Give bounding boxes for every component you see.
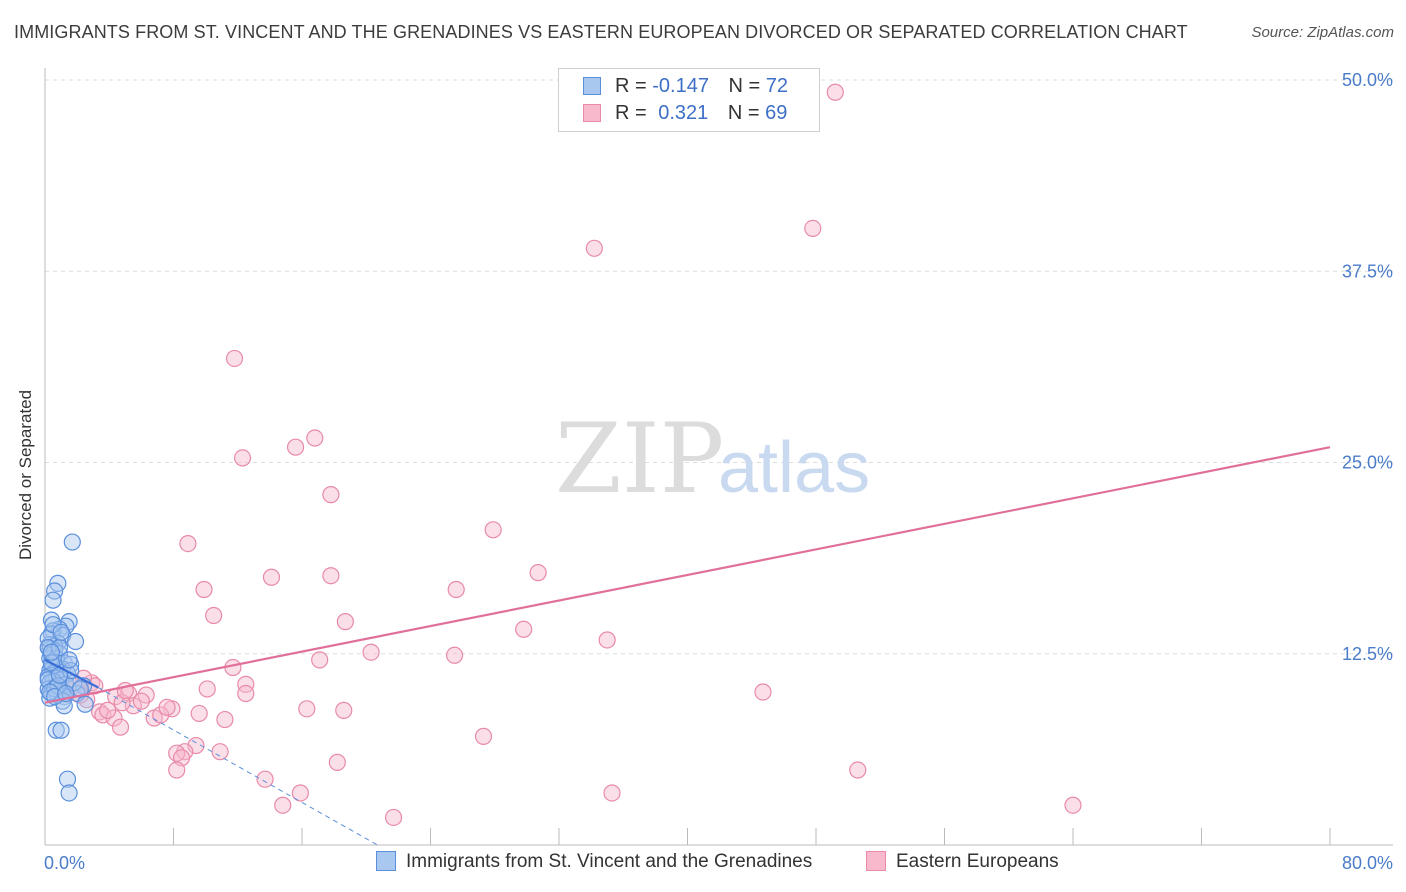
eastern-europeans-point bbox=[445, 646, 464, 664]
eastern-europeans-point bbox=[179, 534, 197, 553]
eastern-europeans-point bbox=[216, 710, 234, 729]
eastern-europeans-point bbox=[515, 620, 533, 638]
y-tick-labels: 12.5% 25.0% 37.5% 50.0% bbox=[1342, 70, 1393, 664]
eastern-europeans-point bbox=[291, 784, 309, 802]
eastern-europeans-point bbox=[529, 564, 547, 582]
y-tick-label: 37.5% bbox=[1342, 261, 1393, 281]
eastern-europeans-point bbox=[94, 706, 112, 724]
eastern-europeans-point bbox=[474, 727, 493, 745]
eastern-europeans-point bbox=[849, 761, 867, 779]
eastern-europeans-point bbox=[826, 83, 844, 101]
st-vincent-point bbox=[52, 623, 70, 641]
x-tick-labels: 0.0% 80.0% bbox=[44, 853, 1393, 873]
pink-legend-swatch bbox=[866, 851, 886, 871]
eastern-europeans-point bbox=[286, 438, 305, 456]
eastern-europeans-point bbox=[274, 796, 292, 814]
legend-n-value: 72 bbox=[765, 75, 789, 97]
source-label: Source: ZipAtlas.com bbox=[1251, 24, 1394, 41]
st-vincent-point bbox=[76, 695, 94, 713]
bottom-legend-blue: Immigrants from St. Vincent and the Gren… bbox=[376, 851, 812, 873]
eastern-europeans-point bbox=[233, 449, 252, 467]
legend-n-label: N = bbox=[728, 75, 761, 97]
st-vincent-point bbox=[58, 770, 77, 788]
eastern-europeans-point bbox=[256, 770, 274, 788]
pink-swatch bbox=[583, 104, 601, 122]
trend-lines bbox=[44, 446, 1331, 846]
eastern-europeans-point bbox=[306, 429, 324, 447]
st-vincent-point bbox=[42, 643, 61, 661]
eastern-europeans-point bbox=[211, 743, 229, 761]
eastern-europeans-point bbox=[598, 631, 616, 649]
eastern-europeans-point bbox=[484, 521, 502, 539]
legend-row-pink: R = 0.321 N = 69 bbox=[583, 102, 787, 128]
blue-swatch bbox=[583, 77, 601, 95]
axes bbox=[44, 68, 1393, 846]
eastern-europeans-point bbox=[168, 744, 186, 762]
eastern-europeans-point bbox=[804, 219, 822, 238]
eastern-europeans-point bbox=[198, 680, 216, 698]
y-tick-label: 12.5% bbox=[1342, 644, 1393, 664]
eastern-europeans-point bbox=[585, 239, 603, 257]
eastern-europeans-point bbox=[298, 700, 316, 718]
legend-row-blue: R = -0.147 N = 72 bbox=[583, 75, 788, 101]
eastern-europeans-point bbox=[158, 698, 176, 716]
st-vincent-points bbox=[39, 533, 94, 802]
eastern-europeans-point bbox=[603, 784, 621, 802]
x-tick-label: 0.0% bbox=[44, 853, 85, 873]
y-tick-label: 25.0% bbox=[1342, 453, 1393, 473]
legend-r-label: R = bbox=[615, 75, 647, 97]
legend-n-label: N = bbox=[727, 102, 760, 124]
eastern-europeans-point bbox=[190, 704, 208, 723]
eastern-europeans-point bbox=[322, 486, 340, 504]
eastern-europeans-point bbox=[237, 675, 255, 693]
eastern-europeans-point bbox=[205, 606, 223, 625]
eastern-europeans-point bbox=[1064, 796, 1082, 814]
st-vincent-point bbox=[60, 784, 78, 802]
st-vincent-trend-line bbox=[44, 658, 99, 689]
st-vincent-point bbox=[63, 533, 81, 551]
eastern-europeans-point bbox=[132, 692, 150, 710]
eastern-europeans-point bbox=[237, 684, 255, 703]
eastern-europeans-point bbox=[168, 761, 186, 779]
eastern-europeans-point bbox=[335, 701, 353, 719]
eastern-europeans-point bbox=[447, 580, 465, 599]
eastern-europeans-point bbox=[336, 613, 354, 631]
legend-n-value: 69 bbox=[765, 102, 788, 124]
pink-series-name: Eastern Europeans bbox=[896, 851, 1059, 872]
eastern-europeans-point bbox=[225, 349, 244, 368]
y-axis-label: Divorced or Separated bbox=[16, 389, 35, 560]
st-vincent-point bbox=[47, 721, 65, 739]
st-vincent-point bbox=[60, 651, 78, 669]
watermark-atlas: atlas bbox=[718, 428, 870, 508]
eastern-europeans-point bbox=[328, 753, 346, 771]
watermark-zip: ZIP bbox=[555, 403, 724, 515]
st-vincent-point bbox=[44, 591, 62, 609]
blue-series-name: Immigrants from St. Vincent and the Gren… bbox=[406, 851, 813, 872]
correlation-legend: R = -0.147 N = 72 R = 0.321 N = 69 bbox=[558, 68, 820, 132]
legend-r-value: -0.147 bbox=[652, 75, 709, 97]
y-tick-label: 50.0% bbox=[1342, 70, 1393, 90]
eastern-europeans-point bbox=[311, 651, 329, 669]
eastern-europeans-point bbox=[99, 701, 117, 719]
st-vincent-point bbox=[52, 721, 70, 739]
chart-title: IMMIGRANTS FROM ST. VINCENT AND THE GREN… bbox=[14, 22, 1188, 42]
eastern-europeans-point bbox=[262, 568, 281, 586]
eastern-europeans-point bbox=[754, 683, 772, 701]
eastern-europeans-point bbox=[111, 718, 130, 736]
eastern-europeans-point bbox=[384, 808, 403, 827]
legend-r-label: R = bbox=[615, 102, 647, 124]
legend-r-value: 0.321 bbox=[658, 102, 709, 124]
eastern-europeans-point bbox=[362, 643, 380, 661]
eastern-europeans-trend-line bbox=[44, 446, 1331, 704]
st-vincent-point bbox=[66, 632, 85, 651]
blue-legend-swatch bbox=[376, 851, 396, 871]
bottom-legend-pink: Eastern Europeans bbox=[866, 851, 1059, 873]
eastern-europeans-point bbox=[322, 567, 340, 585]
x-tick-label: 80.0% bbox=[1342, 853, 1393, 873]
eastern-europeans-point bbox=[195, 580, 213, 599]
